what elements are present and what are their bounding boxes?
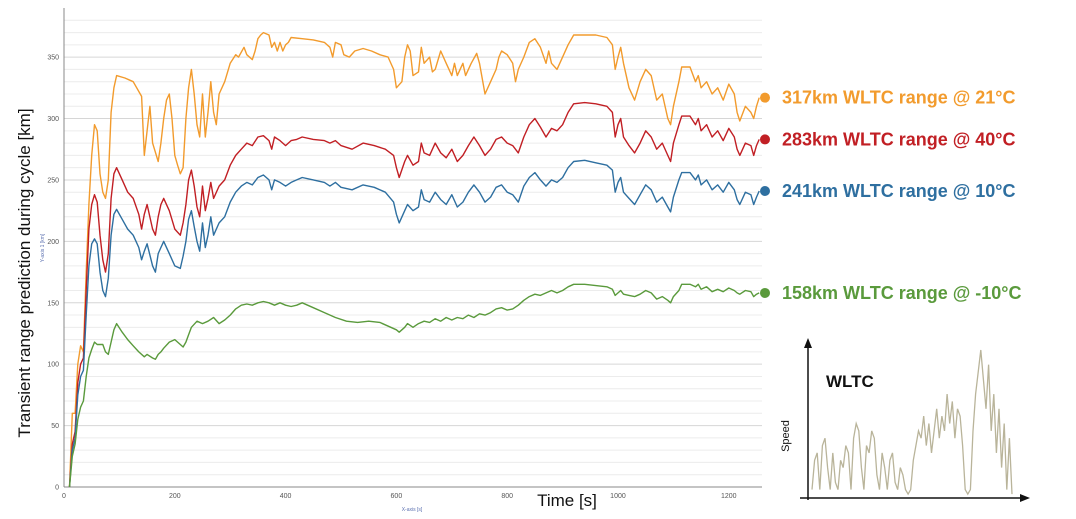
x-tick-label: 800 xyxy=(501,493,513,500)
y-tick-label: 150 xyxy=(47,300,59,307)
series-end-marker-0 xyxy=(760,92,770,103)
y-axis-small-label: Y-axis 1 [km] xyxy=(40,233,46,262)
series-annotations: 317km WLTC range @ 21°C 283km WLTC range … xyxy=(782,88,1021,303)
x-tick-label: 1000 xyxy=(610,493,626,500)
series-end-marker-3 xyxy=(760,287,770,298)
y-tick-label: 200 xyxy=(47,239,59,246)
x-tick-label: 0 xyxy=(62,493,66,500)
x-axis-small-label: X-axis [s] xyxy=(402,507,423,513)
x-tick-label: 200 xyxy=(169,493,181,500)
series-annotation-3: 158km WLTC range @ -10°C xyxy=(782,283,1021,303)
y-tick-label: 100 xyxy=(47,362,59,369)
series-annotation-0: 317km WLTC range @ 21°C xyxy=(782,88,1015,108)
x-tick-label: 1200 xyxy=(721,493,737,500)
y-tick-label: 300 xyxy=(47,116,59,123)
grid-lines xyxy=(64,19,762,476)
x-axis-label: Time [s] xyxy=(537,491,597,510)
series-end-marker-2 xyxy=(760,186,770,197)
series-lines xyxy=(68,31,760,488)
y-axis-label: Transient range prediction during cycle … xyxy=(15,108,34,437)
x-tick-labels: 0 200 400 600 800 1000 1200 xyxy=(62,493,737,500)
inset-y-label: Speed xyxy=(780,420,792,452)
series-annotation-2: 241km WLTC range @ 10°C xyxy=(782,181,1015,201)
inset-speed-line xyxy=(811,349,1013,496)
series-line-3 xyxy=(68,283,760,488)
wltc-speed-inset: WLTC Speed xyxy=(780,338,1030,502)
series-annotation-1: 283km WLTC range @ 40°C xyxy=(782,129,1015,149)
x-tick-label: 600 xyxy=(391,493,403,500)
series-line-2 xyxy=(68,159,760,488)
inset-title: WLTC xyxy=(826,372,874,391)
y-tick-label: 0 xyxy=(55,485,59,492)
y-tick-labels: 0 50 100 150 200 250 300 350 xyxy=(47,55,59,492)
series-line-1 xyxy=(68,101,760,488)
inset-y-arrow xyxy=(804,338,812,348)
y-tick-label: 50 xyxy=(51,423,59,430)
inset-x-arrow xyxy=(1020,494,1030,502)
y-tick-label: 250 xyxy=(47,177,59,184)
series-end-marker-1 xyxy=(760,134,770,145)
x-tick-label: 400 xyxy=(280,493,292,500)
series-end-markers xyxy=(760,92,770,298)
y-tick-label: 350 xyxy=(47,55,59,62)
series-line-0 xyxy=(68,31,760,488)
plot-axes xyxy=(63,8,762,488)
